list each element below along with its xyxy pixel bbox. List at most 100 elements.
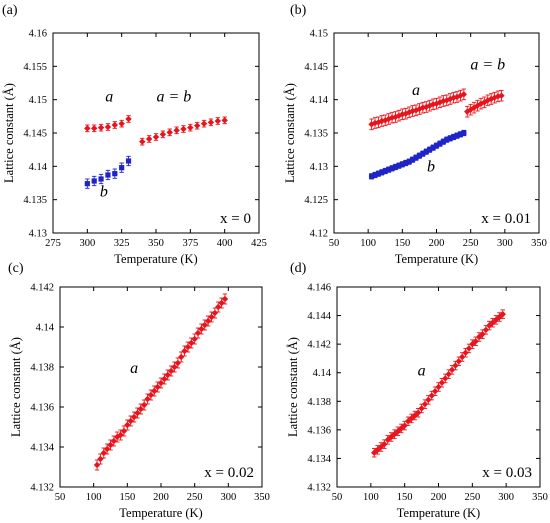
y-tick-label: 4.14 <box>310 95 329 106</box>
data-point <box>112 171 118 177</box>
panel-label: (d) <box>290 261 307 276</box>
data-point <box>103 445 111 453</box>
panel-1: (b) 50 100 150 200 250 300 350 4.12 4.125 4.13 4.13… <box>283 3 547 266</box>
data-point <box>436 99 444 106</box>
data-point <box>173 127 180 134</box>
plot-frame <box>333 32 540 234</box>
data-point <box>462 349 469 356</box>
data-point <box>438 379 446 386</box>
y-tick-label: 4.145 <box>304 62 328 73</box>
data-point <box>120 427 128 435</box>
x-axis-label: Temperature (K) <box>395 252 478 266</box>
data-point <box>221 117 228 124</box>
series-annotation: a <box>412 82 420 99</box>
data-point <box>392 164 399 170</box>
data-point <box>137 405 144 413</box>
series-annotation: b <box>427 159 435 176</box>
data-point <box>454 133 460 139</box>
x-tick-label: 100 <box>86 492 102 503</box>
y-tick-label: 4.13 <box>29 229 47 240</box>
data-point <box>107 441 114 449</box>
x-tick-label: 100 <box>360 238 376 249</box>
plot-frame <box>52 32 260 234</box>
x-tick-label: 100 <box>363 492 379 503</box>
data-point <box>104 123 112 131</box>
data-point <box>134 409 141 417</box>
data-point <box>164 371 171 379</box>
panel-label: (c) <box>8 261 24 276</box>
series-annotation: b <box>100 183 108 200</box>
data-point <box>435 383 442 391</box>
data-point <box>465 345 473 352</box>
data-point <box>386 167 392 173</box>
data-point <box>458 353 466 361</box>
data-point <box>479 330 486 338</box>
data-point <box>119 165 125 171</box>
data-point <box>125 115 132 123</box>
data-point <box>418 405 425 412</box>
series-annotation: a = b <box>470 57 505 74</box>
data-point <box>201 321 208 329</box>
x-tick-label: 350 <box>532 492 548 503</box>
data-point <box>396 163 402 169</box>
y-tick-label: 4.135 <box>23 195 47 206</box>
data-point <box>111 121 118 129</box>
panel-2: (c) 50 100 150 200 250 300 350 4.132 4.134 4.136 4.… <box>8 261 270 520</box>
composition-note: x = 0.01 <box>481 211 531 227</box>
data-point <box>401 422 408 429</box>
data-point <box>194 122 201 129</box>
data-point <box>154 383 161 391</box>
data-point <box>127 417 134 425</box>
data-point <box>421 400 429 408</box>
data-point <box>118 120 125 127</box>
data-point <box>110 437 118 445</box>
data-point <box>91 178 97 184</box>
x-tick-label: 275 <box>45 238 61 249</box>
data-point <box>159 131 167 138</box>
data-point <box>215 303 222 311</box>
data-point <box>403 160 409 166</box>
x-tick-label: 150 <box>119 492 135 503</box>
data-point <box>498 92 505 99</box>
data-point <box>152 133 160 141</box>
data-point <box>381 440 388 448</box>
y-tick-label: 4.14 <box>29 162 48 173</box>
y-tick-label: 4.14 <box>313 368 332 379</box>
series-annotation: a <box>418 363 426 380</box>
data-point <box>157 379 165 387</box>
data-point <box>448 366 456 374</box>
data-point <box>178 353 185 361</box>
y-tick-label: 4.125 <box>304 195 328 206</box>
x-tick-label: 300 <box>220 492 236 503</box>
data-point <box>406 159 412 165</box>
data-point <box>430 145 436 151</box>
data-point <box>442 375 449 382</box>
data-point <box>409 157 416 163</box>
data-point <box>204 317 212 325</box>
data-point <box>207 119 215 126</box>
x-tick-label: 350 <box>254 492 270 503</box>
y-tick-label: 4.13 <box>310 162 328 173</box>
series-annotation: a = b <box>156 89 191 106</box>
data-point <box>455 358 462 365</box>
x-tick-label: 200 <box>153 492 169 503</box>
data-point <box>184 343 192 351</box>
composition-note: x = 0.02 <box>204 465 254 481</box>
panel-0: (a) 275 300 325 350 375 400 425 4.13 4.135 4.14 4.1… <box>2 3 267 266</box>
data-point <box>405 109 413 116</box>
data-point <box>98 176 104 182</box>
x-tick-label: 200 <box>429 238 445 249</box>
data-point <box>187 124 194 131</box>
data-point <box>445 370 452 378</box>
data-point <box>93 461 101 469</box>
data-point <box>433 143 440 149</box>
data-point <box>457 131 464 137</box>
data-point <box>174 359 182 367</box>
data-point <box>124 421 131 429</box>
data-point <box>180 125 187 133</box>
data-point <box>218 299 225 307</box>
x-tick-label: 250 <box>464 492 480 503</box>
data-point <box>460 91 468 98</box>
panel-label: (a) <box>2 3 18 18</box>
